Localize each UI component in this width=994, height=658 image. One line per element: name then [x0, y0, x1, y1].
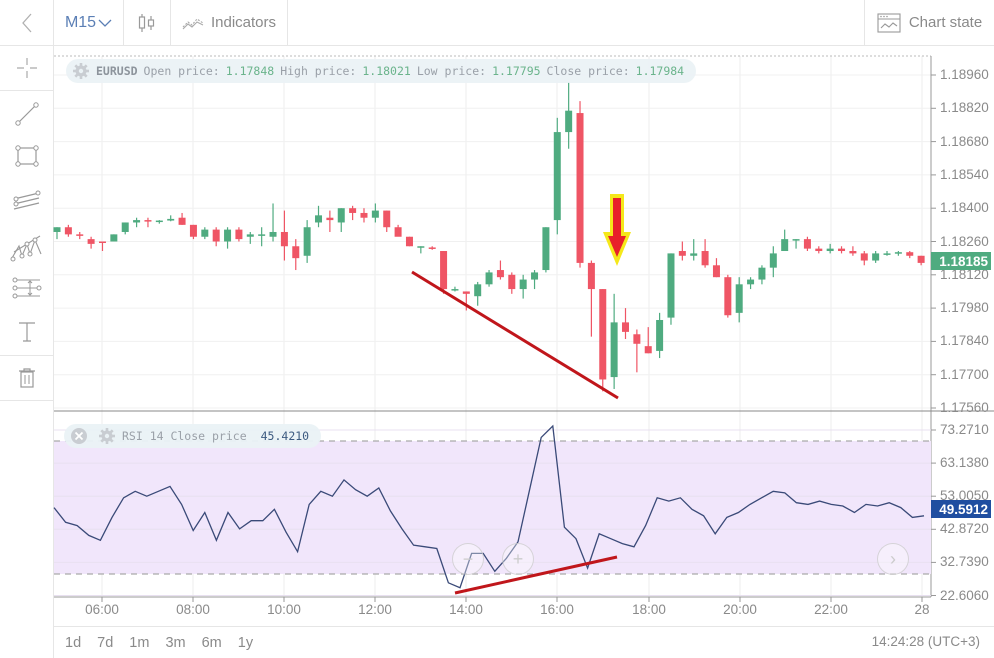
gear-icon[interactable] [72, 62, 90, 80]
zoom-out-button[interactable]: − [452, 543, 484, 575]
time-axis-label: 16:00 [540, 602, 574, 617]
parallel-channel-tool[interactable] [0, 180, 53, 220]
time-axis-label: 08:00 [176, 602, 210, 617]
zoom-in-button[interactable]: + [502, 543, 534, 575]
ohlc-legend: EURUSD Open price: 1.17848 High price: 1… [66, 59, 697, 83]
plus-icon: + [512, 548, 524, 569]
chart-type-button[interactable] [124, 0, 171, 45]
price-axis-label: 1.18540 [940, 166, 989, 182]
timeframe-dropdown[interactable]: M15 [54, 0, 124, 45]
bottom-bar: 1d 7d 1m 3m 6m 1y 14:24:28 (UTC+3) [54, 626, 994, 658]
fib-levels-tool[interactable] [0, 268, 53, 308]
back-button[interactable] [0, 0, 54, 45]
fib-levels-icon [12, 277, 41, 299]
rsi-axis-label: 63.1380 [940, 455, 989, 471]
close-value: 1.17984 [635, 64, 685, 78]
clock: 14:24:28 (UTC+3) [871, 634, 980, 649]
rectangle-tool[interactable] [0, 136, 53, 176]
price-axis-label: 1.18820 [940, 100, 989, 116]
gear-icon[interactable] [98, 427, 116, 445]
chevron-right-icon: › [890, 548, 896, 569]
open-label: Open price: [143, 64, 220, 78]
price-axis-label: 1.17700 [940, 366, 989, 382]
range-1d[interactable]: 1d [65, 634, 82, 651]
chevron-down-icon [98, 19, 112, 27]
price-axis-label: 1.18680 [940, 133, 989, 149]
price-axis-label: 1.18260 [940, 233, 989, 249]
open-value: 1.17848 [225, 64, 275, 78]
current-rsi-badge: 49.5912 [931, 500, 991, 518]
price-axis-label: 1.17980 [940, 300, 989, 316]
rsi-axis-label: 22.6060 [940, 587, 989, 603]
low-value: 1.17795 [492, 64, 541, 78]
rsi-value: 45.4210 [260, 429, 310, 443]
chart-state-icon [877, 12, 901, 33]
chart-state-label: Chart state [908, 14, 983, 31]
high-label: High price: [280, 64, 357, 78]
range-7d[interactable]: 7d [97, 634, 114, 651]
chart-state-button[interactable]: Chart state [864, 0, 994, 45]
close-label: Close price: [546, 64, 630, 78]
drawing-tools-sidebar [0, 46, 54, 658]
range-1y[interactable]: 1y [237, 634, 254, 651]
time-axis-label: 28 [914, 602, 930, 617]
down-arrow-annotation [603, 194, 631, 266]
top-toolbar: M15 Indicators Chart state [0, 0, 994, 46]
rsi-axis-label: 53.0050 [940, 488, 989, 504]
range-3m[interactable]: 3m [165, 634, 186, 651]
parallel-channel-icon [13, 190, 40, 210]
indicators-button[interactable]: Indicators [171, 0, 288, 45]
trend-line-tool[interactable] [0, 94, 53, 134]
delete-drawings-button[interactable] [0, 358, 53, 398]
pitchfork-icon [10, 235, 42, 262]
symbol-label: EURUSD [96, 64, 138, 78]
trash-icon [18, 368, 35, 388]
scroll-right-button[interactable]: › [877, 543, 909, 575]
time-axis-label: 18:00 [632, 602, 666, 617]
text-tool-icon [18, 322, 35, 342]
time-axis-label: 22:00 [814, 602, 848, 617]
pitchfork-tool[interactable] [0, 222, 53, 272]
crosshair-tool[interactable] [0, 48, 53, 88]
current-price-badge: 1.18185 [931, 252, 991, 270]
indicators-label: Indicators [210, 14, 277, 31]
rsi-label: RSI 14 Close price [122, 429, 247, 443]
trend-line-icon [14, 102, 39, 126]
text-tool[interactable] [0, 312, 53, 352]
rsi-axis-label: 73.2710 [940, 422, 989, 437]
price-axis-label: 1.18960 [940, 67, 989, 82]
timeframe-label: M15 [64, 13, 97, 31]
close-indicator-icon[interactable] [70, 427, 88, 445]
high-value: 1.18021 [362, 64, 411, 78]
indicators-icon [182, 17, 204, 29]
time-axis-label: 10:00 [267, 602, 301, 617]
price-axis-label: 1.18120 [940, 266, 989, 282]
time-axis-label: 06:00 [85, 602, 119, 617]
rsi-axis-label: 32.7390 [940, 554, 989, 570]
price-axis-label: 1.18400 [940, 200, 989, 216]
rsi-axis-label: 42.8720 [940, 521, 989, 537]
range-1m[interactable]: 1m [129, 634, 150, 651]
time-axis-label: 20:00 [723, 602, 757, 617]
time-axis-label: 14:00 [449, 602, 483, 617]
range-6m[interactable]: 6m [201, 634, 222, 651]
rectangle-icon [14, 145, 39, 167]
candlestick-icon [138, 13, 155, 32]
minus-icon: − [462, 548, 474, 569]
price-axis-label: 1.17560 [940, 400, 989, 415]
low-label: Low price: [416, 64, 487, 78]
time-axis-label: 12:00 [358, 602, 392, 617]
crosshair-icon [16, 58, 37, 78]
chevron-left-icon [21, 13, 31, 32]
rsi-legend: RSI 14 Close price 45.4210 [64, 424, 322, 448]
price-axis-label: 1.17840 [940, 333, 989, 349]
